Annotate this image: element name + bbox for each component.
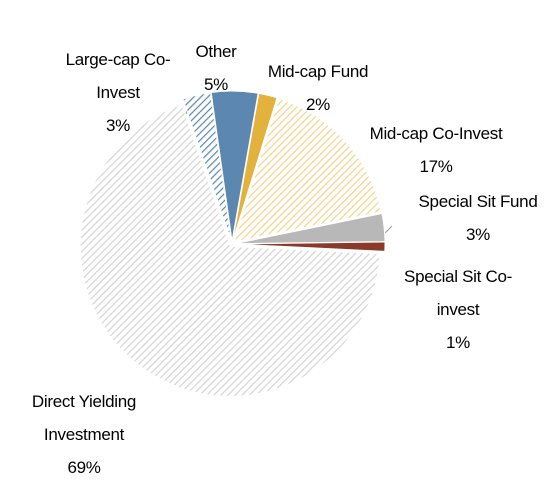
value-label: 5% xyxy=(204,75,228,94)
slice-label: Special Sit Fund 3% xyxy=(393,185,557,251)
value-label: 3% xyxy=(106,116,130,135)
pie-slice xyxy=(79,103,381,397)
pie-slice xyxy=(182,91,232,242)
value-label: 1% xyxy=(446,333,470,352)
category-name: Mid-cap Co-Invest xyxy=(369,124,503,143)
category-name: Special Sit Fund xyxy=(418,192,538,211)
pie-slice xyxy=(234,241,386,252)
category-name: Other xyxy=(195,42,237,61)
slice-label: Other 5% xyxy=(181,35,251,101)
category-name: Large-cap Co-Invest xyxy=(65,50,171,102)
slice-label: Direct Yielding Investment 69% xyxy=(9,385,159,484)
pie-slice xyxy=(233,98,382,243)
slice-label: Special Sit Co-invest 1% xyxy=(388,260,528,359)
slice-label: Large-cap Co-Invest 3% xyxy=(53,43,183,142)
pie-slice xyxy=(232,92,278,242)
value-label: 2% xyxy=(306,95,330,114)
category-name: Special Sit Co-invest xyxy=(404,267,512,319)
value-label: 3% xyxy=(466,225,490,244)
slice-label: Mid-cap Co-Invest 17% xyxy=(346,117,526,183)
value-label: 17% xyxy=(419,157,453,176)
category-name: Mid-cap Fund xyxy=(267,62,369,81)
value-label: 69% xyxy=(67,458,101,477)
pie-slice xyxy=(210,90,259,242)
slice-label: Mid-cap Fund 2% xyxy=(248,55,388,121)
category-name: Direct Yielding Investment xyxy=(31,392,137,444)
